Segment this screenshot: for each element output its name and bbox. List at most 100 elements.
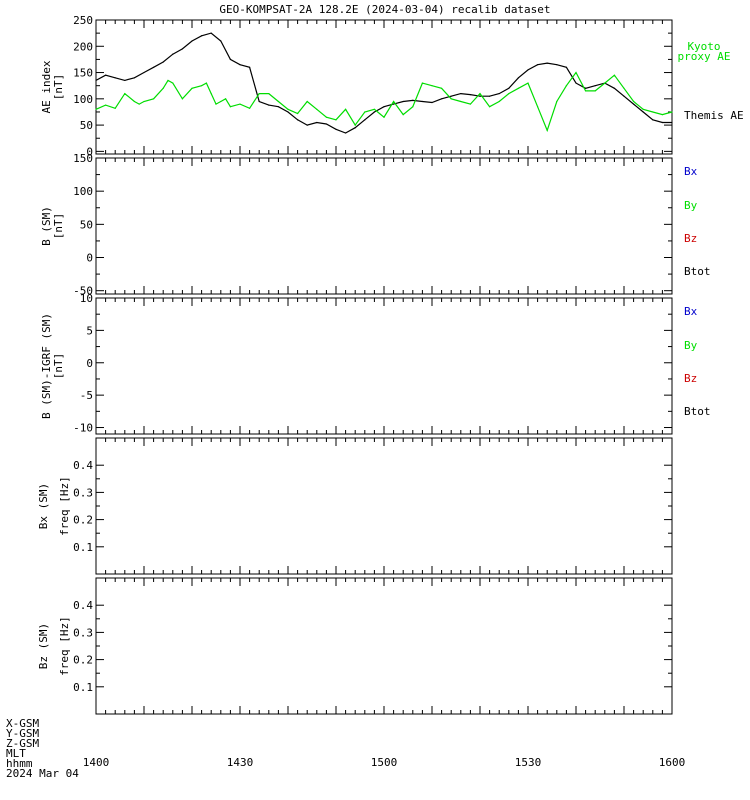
data-point — [623, 95, 625, 97]
data-point — [354, 124, 356, 126]
data-point — [181, 48, 183, 50]
data-point — [201, 85, 203, 87]
panel-frame — [95, 437, 673, 575]
data-point — [95, 108, 97, 110]
legend-entry: Bx — [684, 165, 698, 178]
legend-entry: proxy AE — [678, 50, 731, 63]
data-point — [316, 108, 318, 110]
data-point — [316, 121, 318, 124]
panel-frame — [95, 577, 673, 715]
y-axis-label: B (SM)-IGRF (SM) — [40, 313, 53, 419]
data-point — [229, 106, 231, 108]
y-axis-label: freq [Hz] — [58, 616, 71, 676]
data-point — [671, 121, 673, 124]
data-point — [297, 112, 299, 115]
data-point — [585, 87, 587, 89]
y-tick-label: 50 — [80, 218, 93, 231]
data-point — [335, 119, 337, 121]
data-point — [652, 111, 654, 113]
panel-bzfreq: 0.1 0.2 0.3 0.4 Bz (SM) freq [Hz] — [37, 577, 673, 715]
data-point — [565, 85, 568, 87]
data-point — [162, 87, 164, 89]
data-point — [585, 90, 587, 92]
data-point — [517, 77, 520, 79]
panel-frame — [95, 157, 673, 295]
panel-frame — [95, 19, 673, 155]
panel-frame — [95, 297, 673, 435]
y-axis-label: [nT] — [52, 353, 65, 380]
data-point — [652, 119, 654, 121]
data-point — [594, 90, 596, 92]
data-point — [210, 32, 212, 34]
data-point — [258, 92, 260, 95]
footer-label: hhmm — [6, 757, 33, 770]
data-point — [642, 108, 644, 110]
footer-label: Z-GSM — [6, 737, 39, 750]
y-axis-label: Bz (SM) — [37, 623, 50, 669]
data-point — [565, 66, 568, 68]
y-axis-label: [nT] — [52, 213, 65, 240]
data-point — [191, 87, 193, 89]
y-tick-label: 100 — [73, 185, 93, 198]
data-point — [105, 74, 107, 76]
data-point — [297, 119, 299, 121]
series-kyoto-proxy-ae — [95, 71, 673, 133]
data-point — [325, 123, 327, 125]
y-tick-label: 5 — [86, 324, 93, 337]
y-tick-label: 0.3 — [73, 626, 93, 639]
data-point — [633, 103, 635, 105]
data-point — [143, 100, 145, 103]
legend-entry: By — [684, 199, 698, 212]
data-point — [133, 100, 135, 103]
data-point — [604, 82, 606, 84]
data-point — [143, 71, 145, 74]
series-line — [95, 71, 673, 133]
data-point — [153, 98, 155, 100]
y-axis-label: freq [Hz] — [58, 476, 71, 536]
data-point — [249, 66, 251, 68]
panel-bxfreq: 0.1 0.2 0.3 0.4 Bx (SM) freq [Hz] — [37, 437, 673, 575]
data-point — [546, 129, 548, 131]
data-point — [181, 98, 183, 100]
data-point — [469, 103, 471, 105]
data-point — [402, 113, 404, 116]
data-point — [469, 94, 471, 96]
data-point — [306, 124, 308, 126]
panel-bigrf: -10 -5 0 5 10 B (SM)-IGRF (SM) [nT] Bx By Bz Btot — [40, 292, 711, 435]
data-point — [114, 77, 116, 79]
data-point — [623, 87, 625, 89]
data-point — [210, 92, 212, 95]
y-tick-label: 0.4 — [73, 599, 93, 612]
data-point — [124, 79, 126, 82]
data-point — [661, 121, 664, 124]
data-point — [661, 113, 664, 116]
y-tick-label: 0.2 — [73, 514, 93, 527]
y-tick-label: 100 — [73, 93, 93, 106]
legend-entry: Bz — [684, 232, 697, 245]
data-point — [239, 64, 241, 66]
y-tick-label: 50 — [80, 119, 93, 132]
y-tick-label: 200 — [73, 40, 93, 53]
data-point — [364, 119, 366, 121]
y-axis-label: [nT] — [52, 74, 65, 101]
data-point — [489, 95, 491, 97]
legend-entry: Bx — [684, 305, 698, 318]
data-point — [133, 77, 135, 79]
data-point — [556, 100, 558, 103]
y-tick-label: 0 — [86, 357, 93, 370]
data-point — [306, 100, 308, 103]
data-point — [508, 87, 510, 89]
data-point — [421, 100, 423, 103]
data-point — [383, 106, 385, 108]
data-point — [421, 82, 423, 84]
data-point — [124, 92, 126, 95]
data-point — [287, 108, 289, 110]
y-axis-label: Bx (SM) — [37, 483, 50, 529]
data-point — [225, 98, 227, 100]
data-point — [172, 53, 174, 55]
y-tick-label: 0 — [86, 252, 93, 265]
